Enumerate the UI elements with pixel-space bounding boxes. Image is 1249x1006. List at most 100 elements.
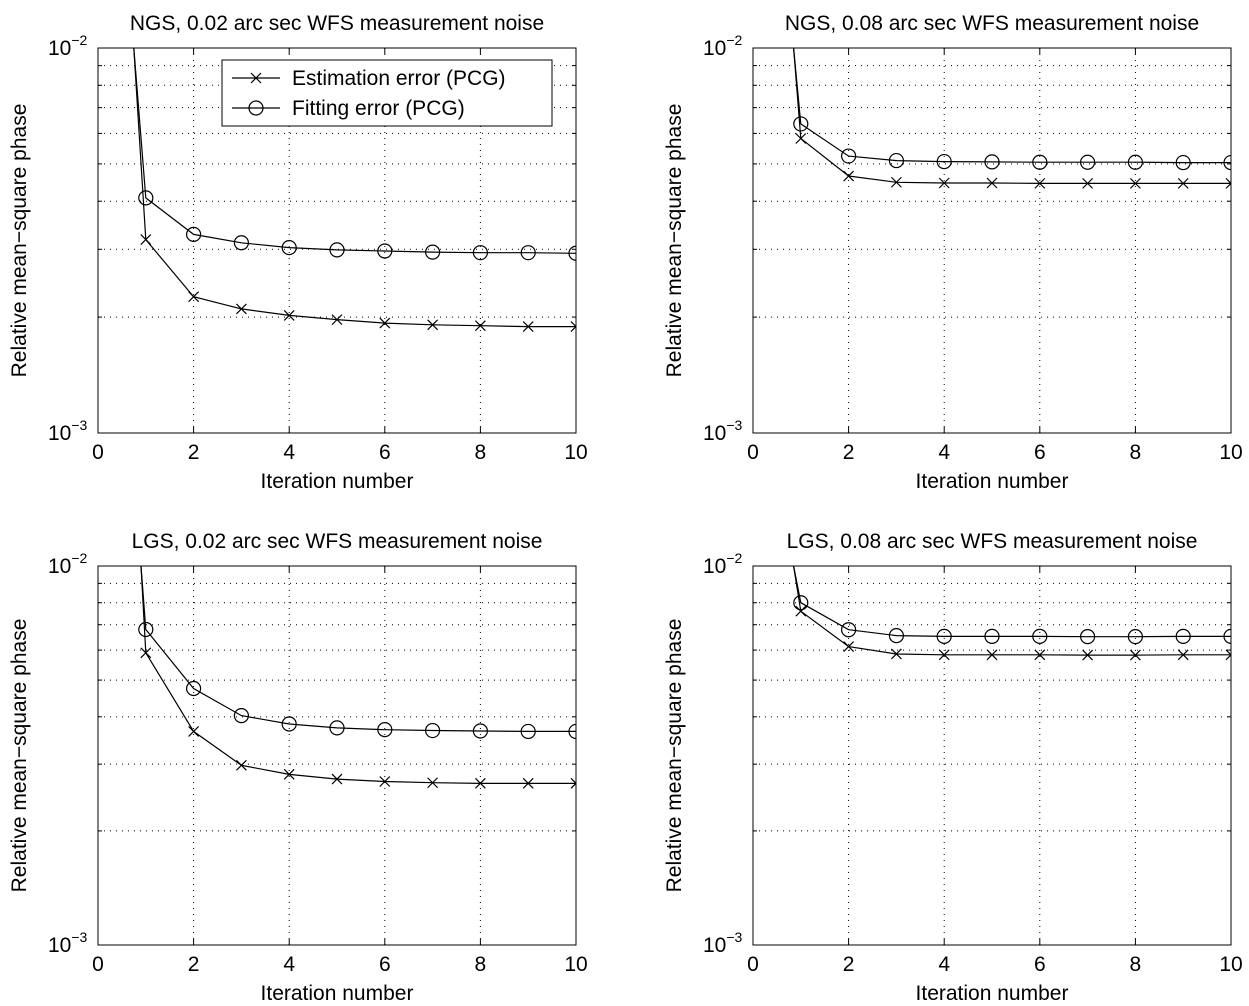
data-point-circle xyxy=(1223,154,1231,171)
series-estimation-error xyxy=(133,48,576,332)
data-point-circle xyxy=(840,148,857,164)
x-tick-label: 6 xyxy=(1034,441,1046,464)
data-point-circle xyxy=(1079,154,1096,170)
data-point-x xyxy=(379,317,391,329)
x-tick-label: 6 xyxy=(1034,953,1046,976)
x-tick-label: 10 xyxy=(564,441,587,464)
x-tick-label: 0 xyxy=(747,441,759,464)
data-point-x xyxy=(1082,177,1094,189)
legend-marker-circle xyxy=(248,100,264,116)
chart-title: NGS, 0.02 arc sec WFS measurement noise xyxy=(130,12,544,35)
legend-label: Fitting error (PCG) xyxy=(292,97,465,120)
x-tick-label: 8 xyxy=(475,441,487,464)
series-line xyxy=(793,48,1231,164)
data-point-circle xyxy=(425,722,441,739)
data-point-x xyxy=(235,759,247,771)
data-point-x xyxy=(938,649,950,661)
chart-title: LGS, 0.08 arc sec WFS measurement noise xyxy=(787,530,1198,553)
data-point-circle xyxy=(840,622,857,638)
x-axis-label: Iteration number xyxy=(261,470,414,493)
axes-frame xyxy=(97,565,577,946)
data-point-x xyxy=(1082,649,1094,661)
data-point-x xyxy=(188,291,200,303)
data-point-x xyxy=(427,777,439,789)
axes-frame xyxy=(752,47,1232,434)
data-point-x xyxy=(1225,177,1231,189)
data-point-x xyxy=(427,319,439,331)
data-point-x xyxy=(986,177,998,189)
series-line xyxy=(133,48,576,254)
data-point-x xyxy=(331,314,343,326)
data-point-circle xyxy=(984,154,1000,170)
data-point-circle xyxy=(1032,154,1048,170)
data-point-x xyxy=(843,170,855,182)
subplot-4: 0 2 4 6 8 10 10−3 10−2 LGS, 0.08 arc sec WFS mea… xyxy=(663,530,1243,1005)
data-point-circle xyxy=(472,245,488,261)
data-point-circle xyxy=(520,245,536,261)
subplot-3: 0 2 4 6 8 10 10−3 10−2 LGS, 0.02 arc sec WFS mea… xyxy=(8,530,588,1005)
series-line xyxy=(793,566,1231,656)
chart-title: LGS, 0.02 arc sec WFS measurement noise xyxy=(132,530,543,553)
y-tick-label: 10−3 xyxy=(48,929,88,957)
tick-marks xyxy=(752,565,1232,946)
grid-lines xyxy=(98,566,576,945)
x-tick-label: 10 xyxy=(564,953,587,976)
y-tick-label: 10−3 xyxy=(48,417,88,445)
data-point-circle xyxy=(186,680,202,697)
data-point-x xyxy=(843,641,855,652)
data-point-x xyxy=(890,176,902,188)
x-tick-label: 10 xyxy=(1219,953,1242,976)
data-point-x xyxy=(474,320,486,332)
data-point-x xyxy=(283,768,295,780)
tick-marks xyxy=(97,565,577,946)
data-point-x xyxy=(379,776,391,787)
data-point-x xyxy=(1177,177,1189,189)
data-point-circle xyxy=(1079,629,1096,645)
legend-box xyxy=(221,59,553,127)
x-tick-label: 0 xyxy=(92,953,104,976)
series-estimation-error xyxy=(793,566,1231,661)
data-point-circle xyxy=(281,716,297,732)
data-point-circle xyxy=(1175,154,1191,171)
legend-marker-x xyxy=(250,72,262,84)
x-axis-label: Iteration number xyxy=(916,470,1069,493)
legend-item: Estimation error (PCG) xyxy=(232,67,506,90)
x-tick-label: 0 xyxy=(747,953,759,976)
y-axis-label: Relative mean−square phase xyxy=(663,619,686,893)
data-point-circle xyxy=(1127,154,1144,170)
data-point-x xyxy=(1177,649,1189,661)
series-line xyxy=(140,566,576,733)
data-point-circle xyxy=(233,235,249,251)
data-point-x xyxy=(1129,177,1141,189)
tick-marks xyxy=(752,47,1232,434)
y-axis-label: Relative mean−square phase xyxy=(8,619,31,893)
data-point-x xyxy=(474,777,486,789)
legend-item: Fitting error (PCG) xyxy=(232,97,465,120)
data-point-x xyxy=(235,303,247,315)
data-point-circle xyxy=(568,723,576,740)
series-line xyxy=(140,566,576,785)
x-tick-label: 2 xyxy=(188,953,200,976)
x-tick-label: 4 xyxy=(938,953,950,976)
series-fitting-error xyxy=(793,48,1231,171)
data-point-x xyxy=(890,648,902,660)
data-point-circle xyxy=(888,628,905,644)
data-point-circle xyxy=(1223,628,1231,644)
data-point-circle xyxy=(936,153,952,170)
data-point-circle xyxy=(186,226,202,242)
data-point-x xyxy=(140,234,152,245)
data-point-circle xyxy=(520,723,536,740)
data-point-circle xyxy=(377,722,393,738)
grid-lines xyxy=(753,566,1231,945)
data-point-circle xyxy=(793,116,809,132)
legend-label: Estimation error (PCG) xyxy=(292,67,506,90)
x-tick-label: 10 xyxy=(1219,441,1242,464)
series-fitting-error xyxy=(133,48,576,261)
data-point-x xyxy=(140,647,152,659)
y-axis-label: Relative mean−square phase xyxy=(663,104,686,378)
data-point-x xyxy=(795,133,807,144)
x-tick-label: 6 xyxy=(379,953,391,976)
y-tick-label: 10−2 xyxy=(48,32,88,60)
series-line xyxy=(793,566,1231,638)
